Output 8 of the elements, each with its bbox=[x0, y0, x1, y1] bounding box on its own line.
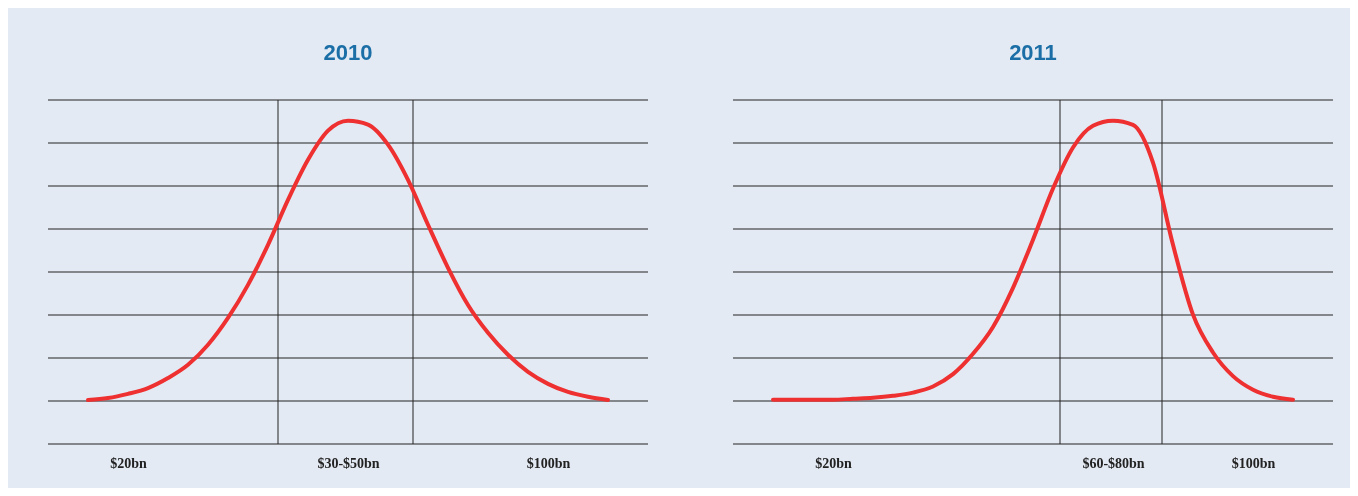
x-tick-label: $30-$50bn bbox=[317, 455, 380, 471]
x-tick-label: $100bn bbox=[526, 455, 571, 471]
x-tick-label: $20bn bbox=[110, 455, 147, 471]
x-tick-label: $20bn bbox=[815, 455, 852, 471]
x-tick-label: $100bn bbox=[1231, 455, 1276, 471]
chart-title: 2010 bbox=[323, 40, 373, 65]
chart-title: 2011 bbox=[1009, 40, 1057, 65]
x-tick-label: $60-$80bn bbox=[1082, 455, 1145, 471]
